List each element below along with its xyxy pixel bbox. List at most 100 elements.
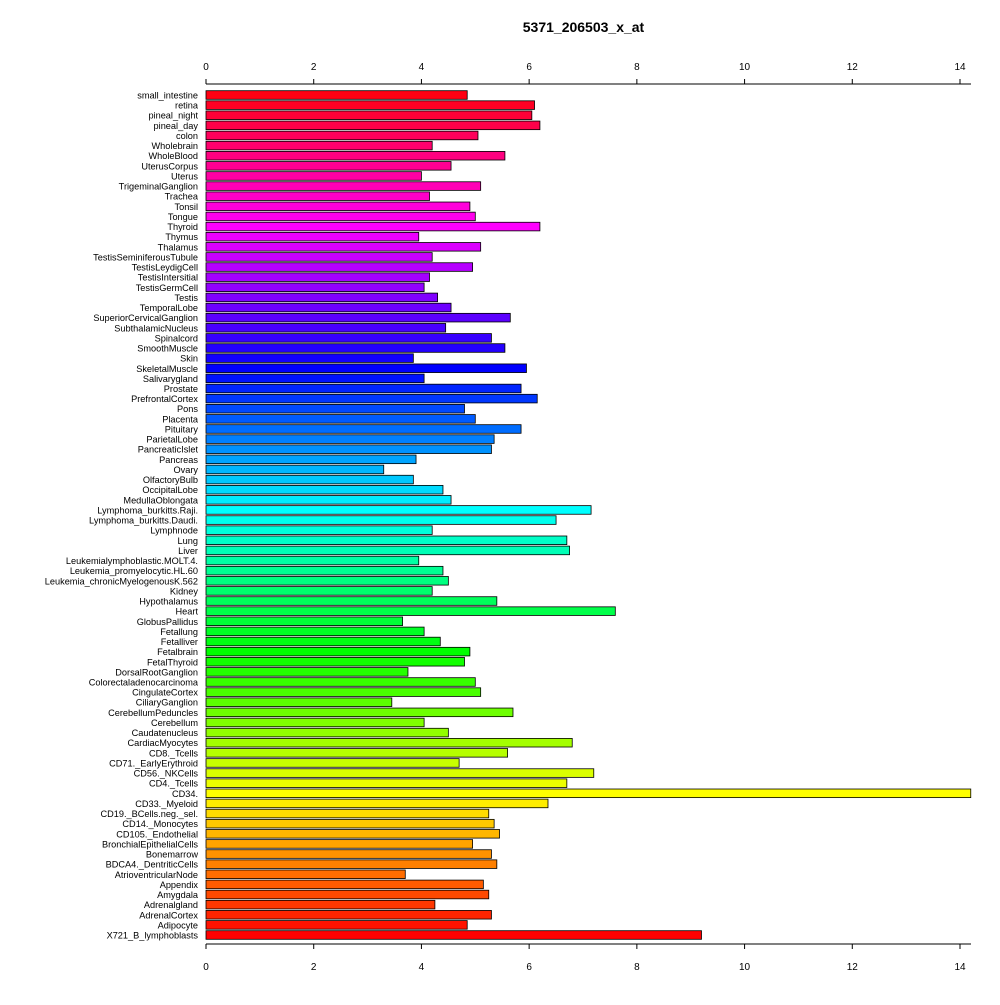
top-tick-label: 2	[311, 62, 317, 73]
category-label: colon	[176, 131, 198, 141]
category-label: Leukemia_chronicMyelogenousK.562	[45, 576, 198, 586]
category-label: Caudatenucleus	[132, 728, 199, 738]
category-label: Amygdala	[157, 890, 199, 900]
bottom-tick-label: 2	[311, 962, 317, 973]
bar	[205, 596, 498, 606]
category-label: Kidney	[170, 586, 198, 596]
category-label: Heart	[176, 607, 199, 617]
bar	[205, 333, 492, 343]
category-label: CD56._NKCells	[134, 769, 199, 779]
bottom-tick-label: 10	[739, 962, 751, 973]
bar	[205, 768, 595, 778]
category-label: SubthalamicNucleus	[114, 323, 198, 333]
bar	[205, 100, 535, 110]
bottom-tick-label: 6	[526, 962, 532, 973]
bar	[205, 201, 471, 212]
bar	[205, 788, 972, 799]
top-tick-label: 12	[847, 62, 859, 73]
category-label: Spinalcord	[155, 333, 198, 343]
bar	[205, 353, 414, 363]
bar	[205, 555, 420, 566]
category-label: CD19._BCells.neg._sel.	[100, 809, 198, 819]
category-label: Lymphoma_burkitts.Daudi.	[89, 516, 198, 526]
bar	[205, 373, 425, 384]
bar	[205, 657, 465, 667]
bar	[205, 444, 492, 454]
chart-title: 5371_206503_x_at	[522, 19, 645, 35]
bar	[205, 636, 441, 647]
category-label: CiliaryGanglion	[136, 698, 198, 708]
category-label: Lymphnode	[150, 526, 198, 536]
category-label: FetalThyroid	[147, 657, 198, 667]
bar	[205, 252, 433, 262]
bar	[205, 626, 425, 637]
category-label: Skin	[180, 354, 198, 364]
bottom-tick-label: 12	[847, 962, 859, 973]
top-tick-label: 10	[739, 62, 751, 73]
category-label: retina	[175, 101, 199, 111]
category-label: UterusCorpus	[141, 161, 198, 171]
bar	[205, 667, 409, 677]
category-label: CD4._Tcells	[149, 779, 198, 789]
bar	[205, 474, 414, 485]
bar	[205, 231, 420, 242]
category-label: Thyroid	[167, 222, 198, 232]
bar	[205, 849, 492, 859]
bar	[205, 414, 476, 424]
category-label: Uterus	[171, 171, 198, 181]
top-tick-label: 6	[526, 62, 532, 73]
bar	[205, 707, 514, 718]
bar	[205, 140, 433, 151]
bar	[205, 748, 509, 758]
category-labels: small_intestineretinapineal_nightpineal_…	[45, 91, 199, 941]
bar	[205, 312, 511, 323]
category-label: Pancreas	[159, 455, 198, 465]
bar	[205, 606, 616, 616]
bar	[205, 495, 452, 505]
bars-group	[205, 90, 972, 940]
bar	[205, 130, 479, 141]
bar	[205, 323, 447, 333]
top-tick-label: 8	[634, 62, 640, 73]
bar	[205, 818, 495, 829]
bar	[205, 454, 417, 465]
bar	[205, 484, 444, 495]
bar	[205, 292, 438, 303]
bar	[205, 363, 527, 373]
category-label: OlfactoryBulb	[143, 475, 198, 485]
bar	[205, 191, 430, 201]
category-label: Lymphoma_burkitts.Raji.	[97, 505, 198, 515]
category-label: Cerebellum	[151, 718, 198, 728]
category-label: TestisLeydigCell	[132, 263, 198, 273]
category-label: Tongue	[168, 212, 198, 222]
bar	[205, 505, 592, 515]
bar	[205, 646, 471, 657]
bar	[205, 839, 473, 849]
bar	[205, 171, 422, 181]
bar	[205, 889, 490, 900]
top-axis: 0 2 4 6 8 10 12 14	[203, 62, 971, 85]
bar	[205, 302, 452, 313]
category-label: OccipitalLobe	[142, 485, 198, 495]
category-label: CingulateCortex	[132, 688, 198, 698]
category-label: Bonemarrow	[146, 850, 198, 860]
category-label: Liver	[178, 546, 198, 556]
bar	[205, 808, 490, 819]
category-label: CD105._Endothelial	[116, 829, 198, 839]
category-label: pineal_day	[154, 121, 199, 131]
bar	[205, 242, 482, 252]
category-label: Pituitary	[165, 424, 199, 434]
bottom-tick-label: 14	[954, 962, 966, 973]
category-label: Trachea	[165, 192, 199, 202]
category-label: TemporalLobe	[140, 303, 198, 313]
bar	[205, 930, 702, 940]
top-tick-label: 0	[203, 62, 209, 73]
bar	[205, 738, 573, 748]
category-label: CD34.	[172, 789, 198, 799]
category-label: Adrenalgland	[144, 900, 198, 910]
bar	[205, 545, 570, 556]
category-label: Fetalliver	[161, 637, 198, 647]
bar	[205, 565, 444, 576]
category-label: Appendix	[160, 880, 199, 890]
